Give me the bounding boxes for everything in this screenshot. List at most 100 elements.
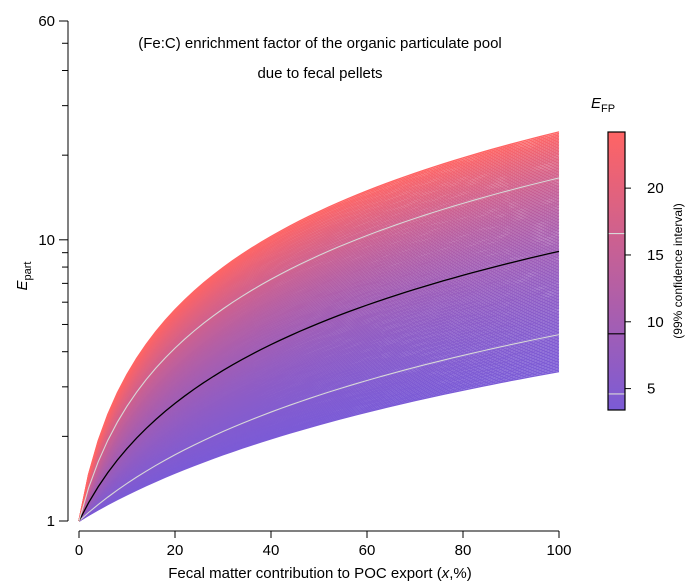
curve-line	[78, 256, 560, 522]
curve-line	[78, 167, 560, 522]
curve-line	[78, 171, 560, 522]
colorbar-highlight-lines	[608, 232, 625, 395]
curve-line	[78, 215, 560, 522]
curve-line	[78, 269, 560, 522]
colorbar-frame	[607, 131, 626, 411]
curve-line	[78, 179, 560, 522]
curve-line	[78, 134, 560, 522]
curve-line	[78, 266, 560, 522]
x-axis-title-prefix: Fecal matter contribution to POC export …	[168, 565, 441, 582]
colorbar-tick-label: 5	[647, 381, 655, 398]
highlight-curve	[78, 177, 560, 522]
curve-line	[78, 144, 560, 522]
curve-line	[78, 239, 560, 522]
x-tick-label: 100	[546, 542, 571, 559]
curve-line	[78, 221, 560, 522]
curve-line	[78, 253, 560, 522]
curve-line	[78, 275, 560, 522]
y-axis-title-main: E	[14, 279, 31, 290]
x-axis-title-suffix: ,%)	[449, 565, 472, 582]
curve-line	[78, 199, 560, 522]
curve-line	[78, 189, 560, 522]
curve-line	[78, 140, 560, 522]
curve-line	[78, 203, 560, 522]
curve-line	[78, 259, 560, 522]
x-tick-label: 80	[455, 542, 472, 559]
curve-line	[78, 220, 560, 522]
curve-line	[78, 158, 560, 522]
curve-line	[78, 188, 560, 522]
curve-line	[78, 226, 560, 522]
curve-line	[78, 161, 560, 522]
curve-line	[78, 186, 560, 522]
curve-line	[78, 241, 560, 522]
curve-line	[78, 262, 560, 522]
y-tick-label: 60	[38, 13, 55, 30]
curve-line	[78, 193, 560, 522]
curve-line	[78, 159, 560, 522]
curve-line	[78, 182, 560, 522]
chart-title-line-2: due to fecal pellets	[257, 65, 382, 82]
x-tick-label: 20	[167, 542, 184, 559]
curve-line	[78, 150, 560, 522]
colorbar-tick-label: 15	[647, 247, 664, 264]
highlight-curves	[78, 177, 560, 522]
curve-line	[78, 268, 560, 522]
curve-line	[78, 272, 560, 522]
colorbar-ticks: 5 10 15 20	[625, 180, 664, 398]
curve-line	[78, 227, 560, 522]
curve-line	[78, 180, 560, 522]
curve-line	[78, 156, 560, 522]
curve-line	[78, 168, 560, 522]
y-axis-title-sub: part	[22, 262, 34, 281]
curve-line	[78, 242, 560, 522]
colorbar-title-main: E	[591, 95, 602, 112]
curve-line	[78, 162, 560, 522]
curve-line	[78, 224, 560, 522]
curve-line	[78, 185, 560, 522]
curve-line	[78, 196, 560, 522]
axes: 0 20 40 60 80 100 1 10 60	[38, 13, 571, 559]
colorbar-title-sub: FP	[601, 103, 615, 115]
curve-line	[78, 164, 560, 522]
curve-line	[78, 274, 560, 522]
x-tick-label: 0	[75, 542, 83, 559]
colorbar-side-label: (99% confidence interval)	[671, 203, 685, 338]
curve-line	[78, 165, 560, 522]
curve-line	[78, 208, 560, 522]
curve-line	[78, 212, 560, 522]
curve-line	[78, 232, 560, 522]
curve-line	[78, 260, 560, 522]
curve-line	[78, 141, 560, 522]
highlight-curve	[78, 250, 560, 522]
curve-line	[78, 248, 560, 522]
y-axis-title: Epart	[14, 262, 34, 291]
y-tick-label: 1	[47, 513, 55, 530]
curve-line	[78, 277, 560, 522]
curve-line	[78, 211, 560, 522]
curve-line	[78, 278, 560, 522]
curve-line	[78, 147, 560, 522]
curve-line	[78, 236, 560, 522]
x-axis-title-italic: x	[441, 565, 450, 582]
y-tick-label: 10	[38, 232, 55, 249]
curve-line	[78, 200, 560, 522]
curve-line	[78, 135, 560, 522]
curve-line	[78, 152, 560, 522]
curve-line	[78, 254, 560, 522]
colorbar-tick-label: 20	[647, 180, 664, 197]
curve-line	[78, 230, 560, 522]
x-tick-label: 40	[263, 542, 280, 559]
curve-line	[78, 170, 560, 522]
curve-line	[78, 229, 560, 522]
colorbar-gradient	[608, 132, 625, 410]
curve-line	[78, 257, 560, 522]
curve-line	[78, 205, 560, 522]
curve-line	[78, 173, 560, 522]
curve-line	[78, 238, 560, 522]
x-axis-title: Fecal matter contribution to POC export …	[168, 565, 471, 582]
curve-line	[78, 284, 560, 522]
curve-line	[78, 138, 560, 522]
curve-line	[78, 143, 560, 522]
